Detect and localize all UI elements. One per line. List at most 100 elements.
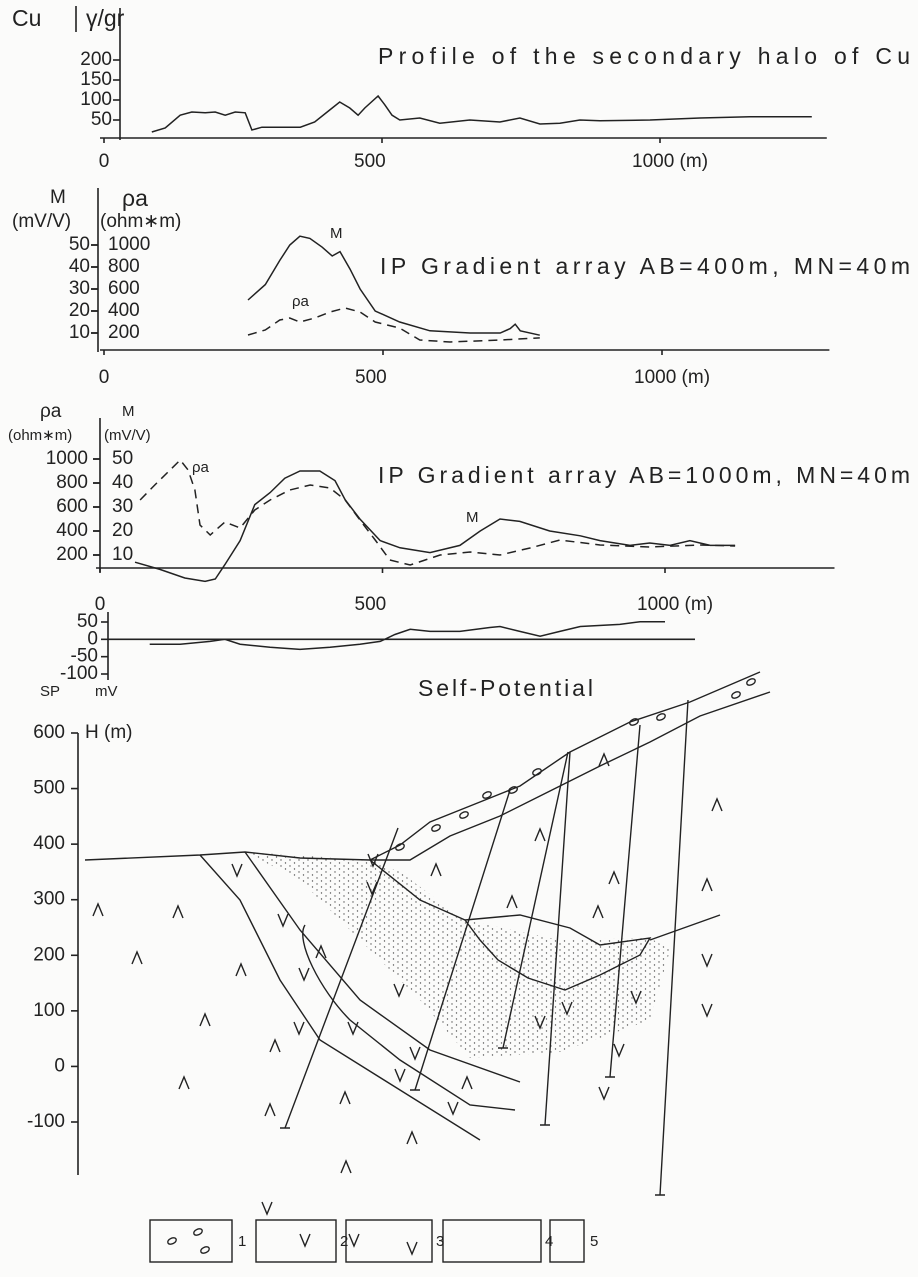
chart-title: IP Gradient array AB=400m, MN=40m <box>380 253 910 279</box>
y-label: (mV/V) <box>12 211 71 232</box>
y-label: M <box>50 187 66 208</box>
y2-label: (ohm∗m) <box>8 427 72 444</box>
y2-tick-label: 400 <box>56 520 88 541</box>
rock-symbol <box>701 877 713 892</box>
y-tick-label: 100 <box>33 1000 65 1021</box>
y2-tick-label: 200 <box>56 544 88 565</box>
rock-symbol <box>269 1038 281 1053</box>
legend: 1 2 3 4 5 <box>149 1219 598 1263</box>
contact <box>199 854 481 1141</box>
y-tick-label: 0 <box>87 628 98 649</box>
rock-symbol <box>406 1130 418 1145</box>
y-tick-label: 0 <box>54 1055 65 1076</box>
y-tick-label: 20 <box>112 520 133 541</box>
gravel-symbol <box>629 718 639 726</box>
rock-symbol <box>598 752 610 767</box>
rock-symbol <box>613 1043 625 1058</box>
y-tick-label: 200 <box>80 49 112 70</box>
data-line <box>149 620 665 651</box>
rock-symbol <box>298 967 310 982</box>
gravel-symbol <box>395 843 405 851</box>
x-tick-label: 1000 (m) <box>632 151 708 172</box>
data-line <box>151 94 812 133</box>
y-tick-label: 50 <box>77 611 98 632</box>
gravel-symbol <box>482 791 492 799</box>
rock-symbol <box>348 1233 360 1248</box>
y-tick-label: 40 <box>112 472 133 493</box>
y2-tick-label: 600 <box>108 278 140 299</box>
rock-symbol <box>261 1201 273 1216</box>
y-tick-label: -100 <box>60 663 98 684</box>
rock-symbol <box>534 1015 546 1030</box>
y-tick-label: 10 <box>69 322 90 343</box>
x-tick-label: 500 <box>354 151 386 172</box>
rock-symbol <box>461 1075 473 1090</box>
rock-symbol <box>393 983 405 998</box>
data-line <box>134 470 736 583</box>
legend-box <box>255 1219 337 1263</box>
y2-tick-label: 400 <box>108 300 140 321</box>
rock-symbol <box>315 944 327 959</box>
rock-symbol <box>347 1021 359 1036</box>
legend-box <box>345 1219 433 1263</box>
y-label: M <box>122 403 135 420</box>
contact <box>244 851 521 1083</box>
y-tick-label: -100 <box>27 1111 65 1132</box>
gravel-symbol <box>193 1228 203 1236</box>
y-tick-label: 40 <box>69 256 90 277</box>
rock-symbol <box>711 797 723 812</box>
rock-symbol <box>264 1102 276 1117</box>
data-line <box>247 307 540 343</box>
rock-symbol <box>592 904 604 919</box>
annotation: ρa <box>292 293 310 310</box>
y-tick-label: 30 <box>69 278 90 299</box>
gravel-symbol <box>731 691 741 699</box>
rock-symbol <box>701 953 713 968</box>
y2-tick-label: 1000 <box>46 448 88 469</box>
gravel-symbol <box>532 768 542 776</box>
y-tick-label: 100 <box>80 89 112 110</box>
rock-symbol <box>235 962 247 977</box>
y2-label: ρa <box>122 185 148 211</box>
y2-tick-label: 200 <box>108 322 140 343</box>
cross-section <box>84 671 771 1256</box>
borehole-end <box>280 1047 665 1196</box>
y2-tick-label: 600 <box>56 496 88 517</box>
legend-label: 2 <box>340 1233 348 1250</box>
rock-symbol <box>394 1068 406 1083</box>
y-label: mV <box>95 683 118 700</box>
x-tick-label: 0 <box>99 151 110 172</box>
chart-title: Self-Potential <box>418 675 593 701</box>
annotation: M <box>330 225 343 242</box>
y-label: H (m) <box>85 722 132 743</box>
gravel-symbol <box>167 1237 177 1245</box>
contact <box>369 859 466 921</box>
y-tick-label: 10 <box>112 544 133 565</box>
y-tick-label: 400 <box>33 833 65 854</box>
rock-symbol <box>293 1021 305 1036</box>
y-tick-label: 500 <box>33 778 65 799</box>
y-tick-label: 30 <box>112 496 133 517</box>
x-tick-label: 1000 (m) <box>637 594 713 615</box>
rock-symbol <box>608 870 620 885</box>
y-tick-label: -50 <box>71 646 98 667</box>
rock-symbol <box>92 902 104 917</box>
legend-label: 4 <box>545 1233 553 1250</box>
x-tick-label: 1000 (m) <box>634 367 710 388</box>
y-label: Cu <box>12 5 41 31</box>
gravel-symbol <box>459 811 469 819</box>
gravel-symbol <box>656 713 666 721</box>
y-label: γ/gr <box>86 5 125 31</box>
y2-label: ρa <box>40 401 62 422</box>
y-tick-label: 600 <box>33 722 65 743</box>
rock-symbol <box>367 853 379 868</box>
rock-symbol <box>366 881 378 896</box>
x-tick-label: 500 <box>355 367 387 388</box>
gravel-symbol <box>431 824 441 832</box>
rock-symbol <box>131 950 143 965</box>
rock-symbol <box>598 1086 610 1101</box>
rock-symbol <box>231 863 243 878</box>
rock-symbol <box>430 862 442 877</box>
